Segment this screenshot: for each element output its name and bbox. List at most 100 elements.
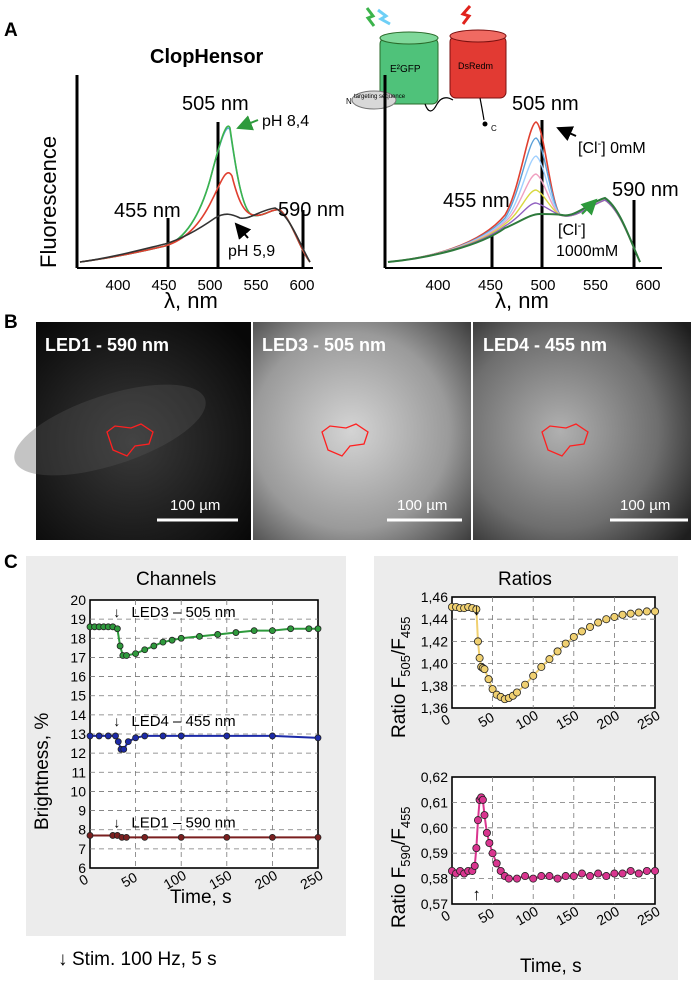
image-led4: 100 µm LED4 - 455 nm xyxy=(473,322,691,540)
channels-chart: 0 50 100 150 200 2506789101112131415161718192… xyxy=(70,592,325,892)
ann-cl-low: [Cl-] 0mM xyxy=(578,138,646,157)
ratios-xlabel: Time, s xyxy=(520,956,582,977)
data-point-ratio_top xyxy=(480,665,489,674)
data-point-led3 xyxy=(214,631,222,638)
data-point-led3 xyxy=(123,652,130,659)
y-tick-label: 18 xyxy=(70,630,86,646)
x-tick-label: 50 xyxy=(475,905,497,927)
ph-tick-400: 400 xyxy=(105,277,130,294)
y-tick-label: 15 xyxy=(70,688,86,704)
marker-455-ph: 455 nm xyxy=(114,200,181,222)
y-tick-label: 7 xyxy=(78,841,86,857)
stim-arrow-icon: ↓ xyxy=(113,604,120,620)
data-point-ratio_top xyxy=(545,655,554,664)
spectra-cl-xticks: 400 450 500 550 600 xyxy=(425,277,660,294)
data-point-led4 xyxy=(95,732,103,740)
data-point-ratio_bottom xyxy=(626,866,635,875)
data-point-led4 xyxy=(141,732,149,740)
data-point-led3 xyxy=(287,625,295,633)
roi-outline-led1 xyxy=(106,423,154,457)
stim-note-text: Stim. 100 Hz, 5 s xyxy=(72,949,217,970)
data-point-led4 xyxy=(177,732,185,740)
ph-tick-450: 450 xyxy=(151,277,176,294)
image-led1: 100 µm LED1 - 590 nm xyxy=(14,322,251,540)
ratio-505-ylabel: Ratio F505/F455 xyxy=(389,616,413,738)
y-tick-label: 0,61 xyxy=(421,794,448,810)
image-label-led3: LED3 - 505 nm xyxy=(262,335,386,355)
ph-tick-600: 600 xyxy=(289,277,314,294)
stim-arrow-icon: ↓ xyxy=(472,600,481,619)
image-label-led1: LED1 - 590 nm xyxy=(45,335,169,355)
y-tick-label: 1,44 xyxy=(421,611,448,627)
image-led3: 100 µm LED3 - 505 nm xyxy=(253,322,471,540)
roi-outline-led3 xyxy=(321,423,369,457)
ann-ph-low: pH 5,9 xyxy=(228,243,275,260)
scale-bar-led4: 100 µm xyxy=(620,497,670,514)
data-point-led3 xyxy=(141,646,149,654)
data-point-ratio_top xyxy=(512,688,521,697)
y-tick-label: 1,42 xyxy=(421,633,448,649)
data-point-ratio_top xyxy=(586,622,595,631)
data-point-ratio_bottom xyxy=(537,872,546,881)
data-point-ratio_bottom xyxy=(472,844,481,853)
data-point-ratio_bottom xyxy=(470,861,479,870)
marker-590-ph: 590 nm xyxy=(278,199,345,221)
data-point-ratio_bottom xyxy=(512,874,521,883)
ph-tick-500: 500 xyxy=(197,277,222,294)
sensor-title: ClopHensor xyxy=(150,46,264,68)
data-point-led4 xyxy=(314,734,322,742)
data-point-led3 xyxy=(150,642,158,650)
dsred-label: DsRedm xyxy=(458,61,493,71)
data-point-ratio_bottom xyxy=(586,872,595,881)
data-point-led4 xyxy=(132,734,140,742)
series-label-led1: LED1 – 590 nm xyxy=(131,814,235,831)
y-tick-label: 10 xyxy=(70,783,86,799)
data-point-ratio_bottom xyxy=(553,874,562,883)
targeting-label: targeting sequence xyxy=(354,94,406,100)
ann-ph-high: pH 8,4 xyxy=(262,113,309,130)
data-point-ratio_bottom xyxy=(521,872,530,881)
data-point-ratio_top xyxy=(553,647,562,656)
data-point-ratio_top xyxy=(610,612,619,621)
image-label-led4: LED4 - 455 nm xyxy=(483,335,607,355)
sensor-schematic: E²GFP DsRedm C targeting sequence N xyxy=(346,5,507,133)
y-tick-label: 19 xyxy=(70,611,86,627)
data-point-led1 xyxy=(141,833,149,841)
data-point-ratio_bottom xyxy=(634,869,643,878)
data-point-led3 xyxy=(268,627,276,635)
data-point-ratio_bottom xyxy=(480,811,489,820)
data-point-led4 xyxy=(120,745,128,753)
channels-xlabel: Time, s xyxy=(170,887,232,908)
series-label-led3: LED3 – 505 nm xyxy=(131,604,235,621)
data-point-ratio_bottom xyxy=(492,859,501,868)
data-point-ratio_bottom xyxy=(642,866,651,875)
data-point-ratio_bottom xyxy=(561,872,570,881)
y-tick-label: 0,57 xyxy=(421,896,448,912)
stim-arrow-icon: ↑ xyxy=(472,885,481,904)
data-point-ratio_top xyxy=(484,675,493,684)
data-point-led4 xyxy=(223,732,231,740)
y-tick-label: 11 xyxy=(71,764,86,780)
data-point-ratio_top xyxy=(618,610,627,619)
data-point-led3 xyxy=(314,625,322,633)
data-point-ratio_bottom xyxy=(618,869,627,878)
data-point-ratio_top xyxy=(569,632,578,641)
data-point-ratio_top xyxy=(472,605,481,614)
spectra-ph-ylabel: Fluorescence xyxy=(36,136,61,268)
y-tick-label: 9 xyxy=(78,803,86,819)
c-terminus-label: C xyxy=(491,124,497,133)
data-point-ratio_bottom xyxy=(577,869,586,878)
data-point-ratio_bottom xyxy=(545,872,554,881)
y-tick-label: 1,46 xyxy=(421,589,448,605)
y-tick-label: 17 xyxy=(70,649,86,665)
spectra-ph-plot: Fluorescence 400 450 500 550 600 λ, nm 505 n… xyxy=(36,75,345,313)
y-tick-label: 1,36 xyxy=(421,700,448,716)
data-point-ratio_top xyxy=(475,654,484,663)
y-tick-label: 16 xyxy=(70,669,86,685)
data-point-led4 xyxy=(104,732,112,740)
data-point-ratio_bottom xyxy=(602,872,611,881)
data-point-led1 xyxy=(314,833,322,841)
spectra-cl-xlabel: λ, nm xyxy=(495,288,549,313)
